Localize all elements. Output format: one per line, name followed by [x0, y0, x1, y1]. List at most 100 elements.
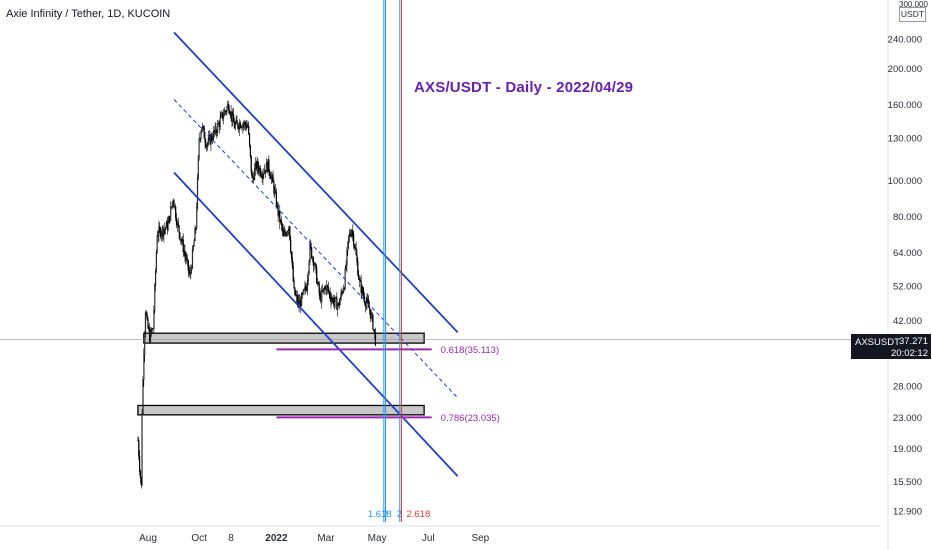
candle-body	[233, 114, 235, 123]
candle	[171, 201, 173, 210]
candle-body	[294, 287, 296, 295]
candle	[146, 311, 148, 321]
y-tick-label: 23.000	[893, 413, 922, 424]
candle-body	[212, 130, 215, 140]
candle	[347, 241, 349, 256]
x-tick-label: Sep	[471, 533, 489, 544]
descending-channel[interactable]	[173, 31, 459, 477]
time-zone-label: 2	[397, 509, 402, 520]
candle-body	[368, 307, 371, 310]
support-zone-1[interactable]	[143, 332, 425, 344]
candle-body	[239, 122, 241, 128]
candle	[368, 295, 370, 308]
currency-unit-label[interactable]: USDT	[899, 7, 926, 22]
candle	[142, 376, 144, 416]
candle-body	[330, 297, 332, 302]
candle-body	[292, 265, 294, 282]
candle	[153, 305, 155, 334]
candle	[345, 259, 347, 271]
candle	[260, 171, 262, 178]
candle	[198, 132, 200, 161]
candle-body	[374, 332, 377, 346]
candle	[206, 144, 208, 153]
candle-body	[352, 230, 354, 235]
candle	[160, 231, 163, 242]
price-tag-value: 37.271	[898, 336, 928, 347]
candle-body	[269, 170, 271, 176]
candle-body	[220, 114, 222, 119]
candle-body	[196, 207, 198, 229]
candle-body	[201, 127, 203, 134]
candle	[280, 216, 283, 231]
candle	[357, 257, 359, 277]
candle	[371, 312, 373, 323]
price-tag-countdown: 20:02:12	[891, 348, 928, 359]
candle-body	[263, 173, 265, 175]
candle	[284, 225, 286, 237]
fib-levels[interactable]: 0.618(35.113) 0.786(23.035)	[276, 345, 500, 424]
chart-title: AXS/USDT - Daily - 2022/04/29	[414, 79, 634, 96]
candle	[164, 222, 166, 234]
candle	[290, 251, 293, 263]
candle	[226, 105, 228, 116]
candle	[372, 313, 374, 331]
y-tick-label: 130.000	[888, 133, 922, 144]
fib-label: 0.618(35.113)	[441, 345, 499, 356]
support-zone-2[interactable]	[137, 404, 425, 416]
candle-body	[354, 247, 356, 249]
x-tick-label: Aug	[139, 533, 157, 544]
candle	[250, 155, 252, 176]
candle	[178, 224, 180, 240]
candle	[248, 133, 251, 149]
candle-body	[311, 247, 313, 259]
channel-line-upper[interactable]	[173, 31, 459, 333]
candle	[196, 173, 199, 211]
y-tick-label: 52.000	[893, 281, 922, 292]
candle	[141, 408, 143, 487]
candle	[251, 169, 253, 179]
candle-body	[344, 268, 346, 289]
candle-body	[290, 251, 293, 259]
candle	[175, 212, 178, 229]
candle-body	[353, 244, 356, 248]
candle-body	[305, 286, 307, 289]
price-tag-symbol: AXSUSDT	[855, 337, 900, 348]
channel-line-lower[interactable]	[173, 171, 459, 477]
candle-body	[259, 167, 262, 176]
candle	[222, 108, 225, 125]
candle	[194, 225, 196, 242]
candle-body	[160, 233, 163, 237]
candle	[210, 131, 212, 152]
candle	[358, 270, 360, 280]
candle-body	[210, 135, 212, 145]
candle-body	[353, 233, 355, 246]
channel-line-mid[interactable]	[173, 99, 459, 399]
candle	[243, 120, 245, 132]
candle-body	[237, 122, 239, 128]
candle-body	[347, 242, 349, 251]
candle-body	[349, 233, 351, 236]
candle	[302, 289, 304, 296]
candle	[173, 199, 175, 208]
candle	[224, 109, 226, 115]
candle	[186, 254, 189, 267]
candle	[157, 229, 159, 243]
candle-body	[159, 226, 161, 230]
candle	[180, 238, 182, 245]
candle	[294, 287, 296, 296]
candle	[344, 265, 346, 290]
candle-body	[268, 159, 270, 172]
candle	[249, 144, 251, 159]
candle-body	[151, 328, 153, 332]
candle	[182, 233, 184, 257]
candle-body	[175, 217, 178, 226]
candle	[360, 274, 362, 300]
candle	[257, 158, 259, 174]
candle	[212, 126, 215, 142]
candle	[316, 277, 319, 287]
symbol-title[interactable]: Axie Infinity / Tether, 1D, KUCOIN	[6, 8, 171, 20]
candle-body	[242, 124, 244, 128]
candle	[354, 243, 356, 250]
